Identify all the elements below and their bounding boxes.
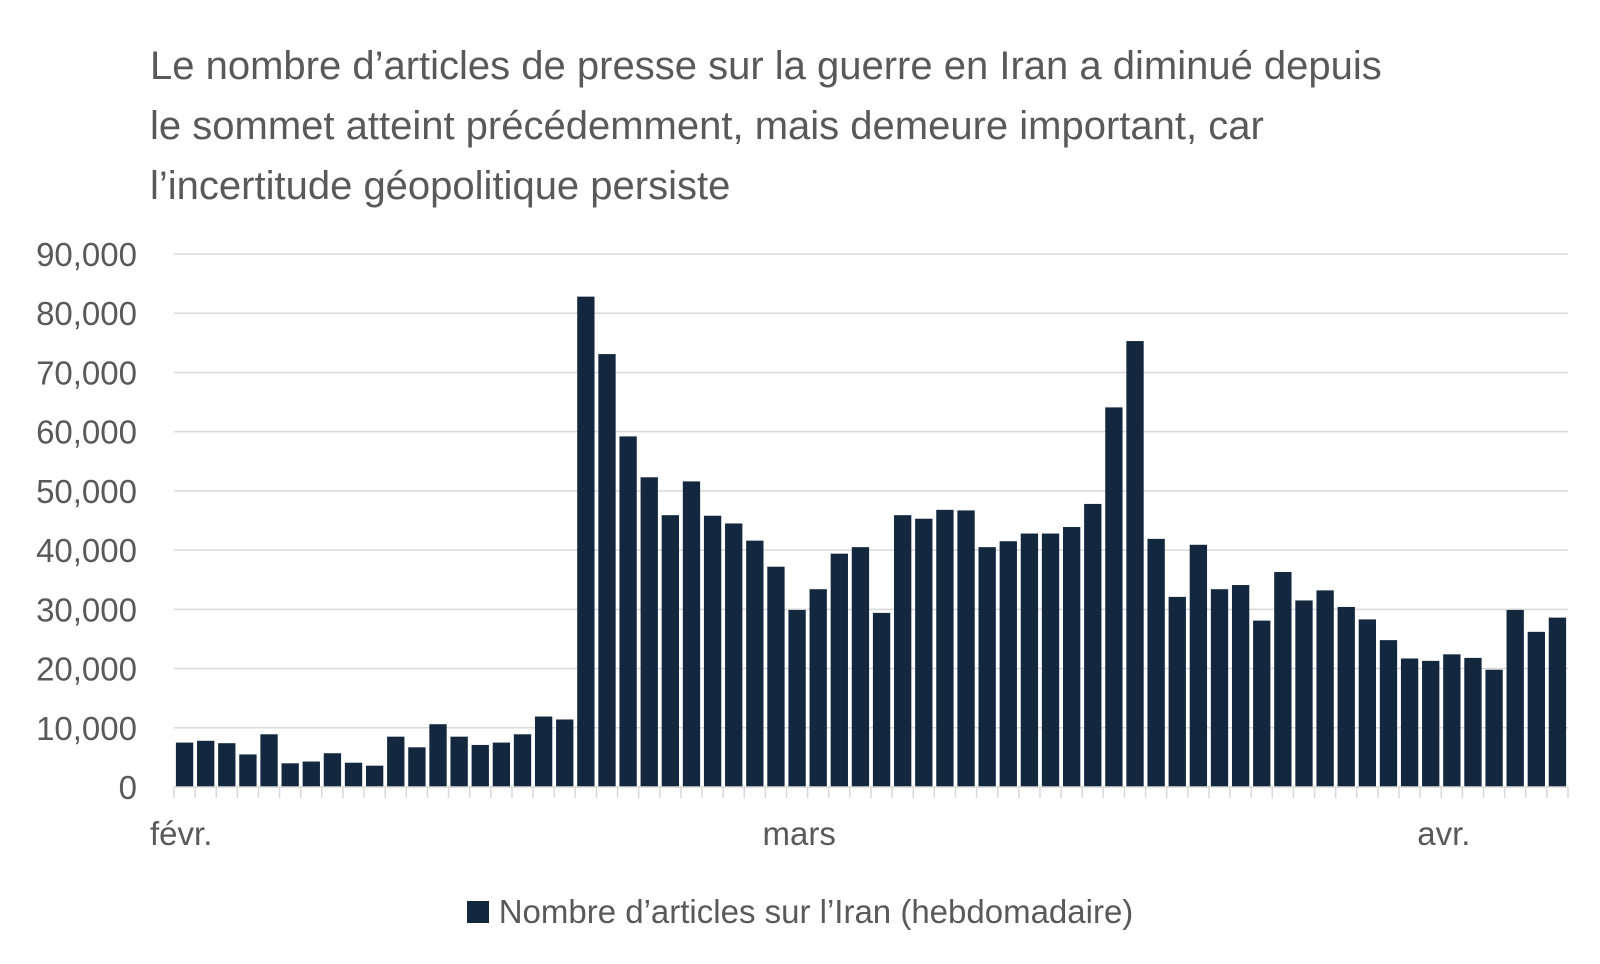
bar [851,547,870,787]
bar [957,510,975,787]
bar [1105,407,1123,787]
legend: Nombre d’articles sur l’Iran (hebdomadai… [0,892,1600,932]
bar [1485,669,1503,787]
bar [534,716,553,787]
bar [175,742,194,787]
x-tick-label: avr. [1417,815,1470,852]
bar [999,541,1017,787]
bar [1084,503,1102,787]
y-tick-label: 0 [119,769,137,806]
bar [1168,596,1186,787]
y-tick-label: 30,000 [36,591,137,628]
bar [1464,657,1482,787]
bar [1548,617,1567,787]
y-tick-label: 90,000 [36,236,137,273]
bar [556,719,574,787]
bar [1041,533,1060,787]
bar [1506,609,1524,787]
bar [746,540,764,787]
legend-swatch [466,901,489,923]
y-tick-label: 10,000 [36,710,137,747]
bar-series [175,296,1567,787]
chart-title: Le nombre d’articles de presse sur la gu… [150,44,1382,208]
y-tick-label: 70,000 [36,354,137,391]
bar [1274,572,1292,787]
bar [1126,341,1144,787]
bar [218,743,236,787]
bar [788,609,806,787]
bar [323,753,342,787]
bar [598,354,616,787]
y-tick-label: 20,000 [36,651,137,688]
legend-item: Nombre d’articles sur l’Iran (hebdomadai… [466,892,1134,932]
bar [513,734,532,787]
bar [703,515,722,787]
bar [1379,640,1398,787]
bar [1337,606,1355,787]
bar [1253,620,1271,787]
bar [978,547,996,787]
bar [344,762,363,787]
x-axis-tick-labels: févr. mars avr. [150,815,1470,852]
bar [830,553,848,787]
bar [1358,619,1377,787]
x-tick-label: févr. [150,815,212,852]
bar [1443,654,1461,787]
bar [872,612,891,787]
bar [1062,527,1081,787]
y-tick-label: 50,000 [36,473,137,510]
legend-label: Nombre d’articles sur l’Iran (hebdomadai… [498,893,1134,930]
y-axis-tick-labels: 0 10,000 20,000 30,000 40,000 50,000 60,000 70,… [36,236,137,806]
x-axis [173,786,1569,798]
bar [492,742,511,787]
bar [577,296,595,787]
bar [1231,585,1250,787]
bar [661,515,680,787]
bar [365,765,384,787]
bar [682,481,701,787]
bar [450,736,468,787]
y-tick-label: 40,000 [36,532,137,569]
y-tick-label: 80,000 [36,295,137,332]
bar [408,747,426,787]
bar [619,436,637,787]
bar [1316,590,1334,787]
bar [197,740,215,787]
bar [640,477,658,787]
bar [1295,600,1313,787]
bar [302,761,320,787]
bar [1422,660,1440,787]
bar [1210,589,1229,787]
bar [1020,533,1039,787]
bar [1400,658,1419,787]
x-tick-label: mars [763,815,836,852]
bar [809,589,827,787]
bar [1189,544,1208,787]
bar [1527,631,1545,787]
bar [281,763,299,787]
gridlines [174,253,1568,729]
bar [915,518,933,787]
bar [429,724,447,787]
bar [767,566,785,787]
y-tick-label: 60,000 [36,414,137,451]
bar [1147,538,1165,787]
bar [387,736,405,787]
bar [894,515,912,787]
bar [260,734,278,787]
bar [936,509,954,787]
bar [471,744,489,787]
bar [239,754,257,787]
bar [725,523,743,787]
